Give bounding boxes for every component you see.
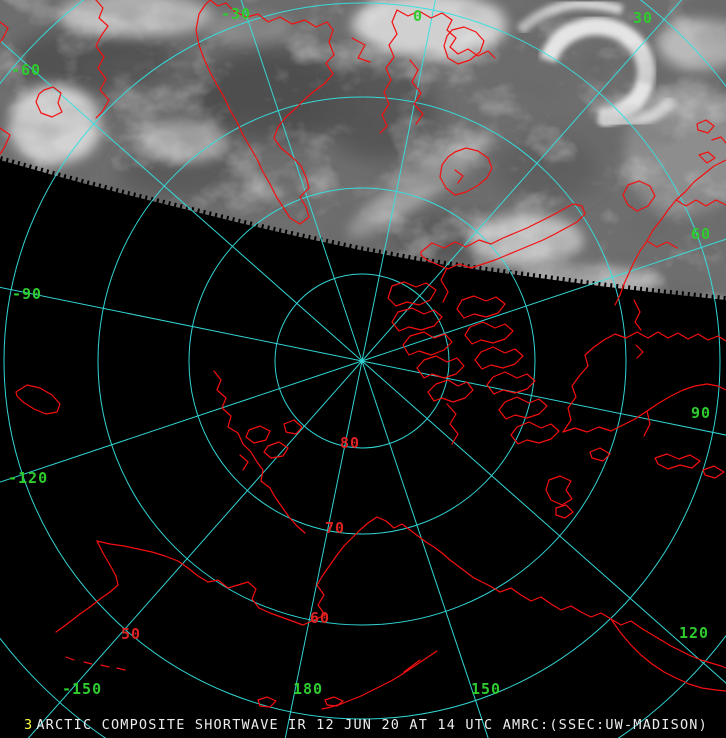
caption-text: ARCTIC COMPOSITE SHORTWAVE IR 12 JUN 20 … [36, 717, 708, 733]
longitude-label-0: 0 [413, 7, 424, 25]
longitude-label-60: 60 [691, 225, 712, 243]
longitude-label-180: 180 [293, 680, 324, 698]
longitude-label-150: 150 [471, 680, 502, 698]
caption-bar: 3 ARCTIC COMPOSITE SHORTWAVE IR 12 JUN 20… [24, 718, 708, 732]
longitude-label--150: -150 [62, 680, 103, 698]
terminator-edge [0, 156, 726, 304]
longitude-label--90: -90 [12, 285, 43, 303]
daylit-ir-imagery [0, 0, 726, 300]
caption-frame-number: 3 [24, 717, 34, 733]
longitude-label-90: 90 [691, 404, 712, 422]
latitude-label-80: 80 [340, 434, 361, 452]
longitude-label--30: -30 [221, 5, 252, 23]
latitude-label-50: 50 [121, 625, 142, 643]
longitude-label--120: -120 [8, 469, 49, 487]
coastlines [0, 0, 726, 710]
latitude-label-70: 70 [325, 519, 346, 537]
latitude-label-60: 60 [310, 609, 331, 627]
longitude-label-30: 30 [633, 9, 654, 27]
longitude-label-120: 120 [679, 624, 710, 642]
longitude-label--60: -60 [11, 61, 42, 79]
